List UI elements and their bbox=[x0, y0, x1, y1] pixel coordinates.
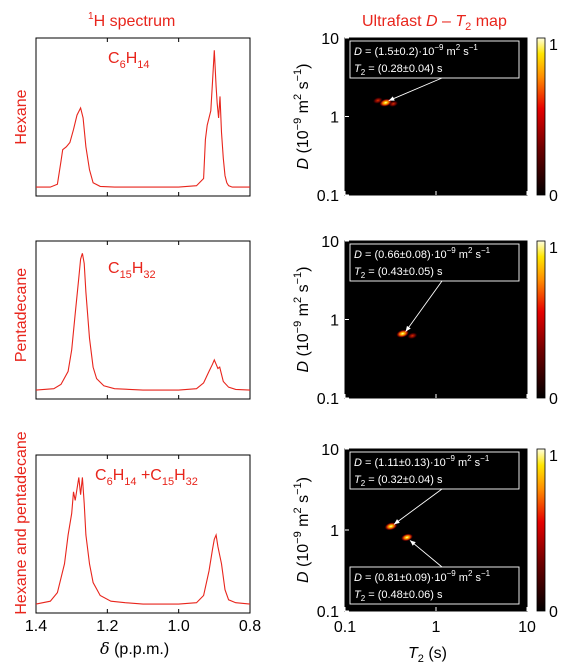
map-y-axis-label: D (10−9 m2 s−1) bbox=[292, 477, 312, 583]
x-tick-label: 0.8 bbox=[239, 618, 261, 635]
colorbar-min-label: 0 bbox=[549, 188, 558, 205]
map-background bbox=[345, 449, 527, 611]
header-sup: 1 bbox=[88, 11, 94, 22]
annotation-t2: T2 = (0.28±0.04) s bbox=[354, 63, 443, 77]
annotation-arrow bbox=[405, 280, 443, 332]
y-tick-label: 10 bbox=[321, 442, 339, 459]
colorbar-max-label: 1 bbox=[549, 240, 558, 257]
annotation-t2: T2 = (0.48±0.06) s bbox=[354, 589, 443, 603]
annotation-diffusion: D = (0.66±0.08)·10−9 m2 s−1 bbox=[354, 246, 491, 261]
map-y-axis-label: D (10−9 m2 s−1) bbox=[292, 64, 312, 170]
spectrum-panel-hexane bbox=[35, 37, 251, 197]
spectrum-line bbox=[36, 50, 250, 188]
y-tick-label: 1 bbox=[330, 523, 339, 540]
formula-part: H bbox=[113, 467, 125, 484]
formula-part: C bbox=[108, 260, 120, 277]
row-label-mixture: Hexane and pentadecane bbox=[13, 431, 30, 614]
annotation-box bbox=[349, 40, 520, 79]
annotation-arrow bbox=[409, 540, 443, 568]
map-peak bbox=[388, 100, 399, 108]
x-tick-label: 1 bbox=[432, 619, 441, 636]
spectrum-x-axis-label: δ (p.p.m.) bbox=[100, 639, 169, 658]
annotation-diffusion: D = (1.5±0.2)·10−9 m2 s−1 bbox=[354, 43, 478, 58]
formula-part: +C bbox=[137, 467, 162, 484]
colorbar-max-label: 1 bbox=[549, 37, 558, 54]
colorbar-min-label: 0 bbox=[549, 391, 558, 408]
annotation-t2: T2 = (0.32±0.04) s bbox=[354, 474, 443, 488]
x-tick-label: 1.4 bbox=[25, 618, 47, 635]
formula-part: 14 bbox=[137, 59, 149, 71]
y-tick-label: 1 bbox=[330, 110, 339, 127]
y-tick-label: 10 bbox=[321, 31, 339, 48]
colorbar bbox=[536, 240, 546, 399]
map-peak bbox=[407, 332, 418, 340]
annotation-box bbox=[349, 566, 520, 605]
y-tick-label: 0.1 bbox=[317, 391, 339, 408]
y-tick-label: 0.1 bbox=[317, 604, 339, 621]
formula-part: 32 bbox=[186, 476, 198, 488]
x-tick-label: 1.2 bbox=[96, 618, 118, 635]
formula-part: C bbox=[108, 50, 120, 67]
spectrum-line bbox=[35, 477, 251, 605]
map-peak bbox=[401, 533, 413, 542]
annotation-arrowhead bbox=[405, 325, 411, 332]
formula-hexane: C6H14 bbox=[108, 50, 150, 71]
header-text: H spectrum bbox=[94, 13, 176, 30]
map-x-axis-label: T2 (s) bbox=[408, 645, 447, 662]
annotation-diffusion: D = (0.81±0.09)·10−9 m2 s−1 bbox=[354, 569, 491, 584]
formula-part: H bbox=[126, 50, 138, 67]
formula-part: 15 bbox=[162, 476, 174, 488]
y-tick-label: 10 bbox=[321, 234, 339, 251]
left-column-header: 1H spectrum bbox=[88, 11, 175, 30]
spectrum-line bbox=[35, 253, 251, 391]
x-tick-label: 1.0 bbox=[168, 618, 190, 635]
annotation-box bbox=[349, 451, 520, 490]
formula-part: H bbox=[174, 467, 186, 484]
row-label-pentadecane: Pentadecane bbox=[13, 268, 30, 362]
spectrum-frame bbox=[35, 37, 251, 197]
map-peak bbox=[372, 97, 383, 104]
map-y-axis-label: D (10−9 m2 s−1) bbox=[292, 267, 312, 373]
right-column-header: Ultrafast D – T2 map bbox=[362, 13, 507, 33]
spectrum-panel-pentadecane bbox=[35, 240, 251, 400]
annotation-arrowhead bbox=[409, 540, 416, 546]
x-tick-label: 10 bbox=[518, 619, 536, 636]
map-background bbox=[345, 241, 527, 398]
x-tick-label: 0.1 bbox=[334, 619, 356, 636]
formula-part: 15 bbox=[120, 269, 132, 281]
formula-pentadecane: C15H32 bbox=[108, 260, 156, 281]
spectrum-panel-mixture bbox=[35, 454, 251, 614]
annotation-arrowhead bbox=[388, 96, 395, 101]
annotation-box bbox=[349, 243, 520, 282]
spectrum-x-ticks: 1.4 1.2 1.0 0.8 bbox=[25, 618, 261, 635]
spectrum-frame bbox=[35, 240, 251, 400]
y-tick-label: 0.1 bbox=[317, 188, 339, 205]
formula-part: H bbox=[132, 260, 144, 277]
formula-mixture: C6H14 +C15H32 bbox=[95, 467, 198, 488]
annotation-t2: T2 = (0.43±0.05) s bbox=[354, 266, 443, 280]
formula-part: 32 bbox=[143, 269, 155, 281]
annotation-arrow bbox=[388, 77, 443, 102]
colorbar bbox=[536, 37, 546, 196]
formula-part: 6 bbox=[120, 59, 126, 71]
spectrum-frame bbox=[35, 454, 251, 614]
y-tick-label: 1 bbox=[330, 313, 339, 330]
colorbar bbox=[536, 448, 546, 612]
colorbar-max-label: 1 bbox=[549, 448, 558, 465]
map-background bbox=[345, 38, 527, 195]
annotation-arrowhead bbox=[393, 519, 400, 525]
annotation-arrow bbox=[393, 488, 443, 525]
formula-part: C bbox=[95, 467, 107, 484]
row-label-hexane: Hexane bbox=[13, 89, 30, 144]
colorbar-min-label: 0 bbox=[549, 604, 558, 621]
formula-part: 6 bbox=[107, 476, 113, 488]
formula-part: 14 bbox=[124, 476, 136, 488]
spectrum-panels bbox=[35, 37, 251, 614]
annotation-diffusion: D = (1.11±0.13)·10−9 m2 s−1 bbox=[354, 454, 490, 469]
